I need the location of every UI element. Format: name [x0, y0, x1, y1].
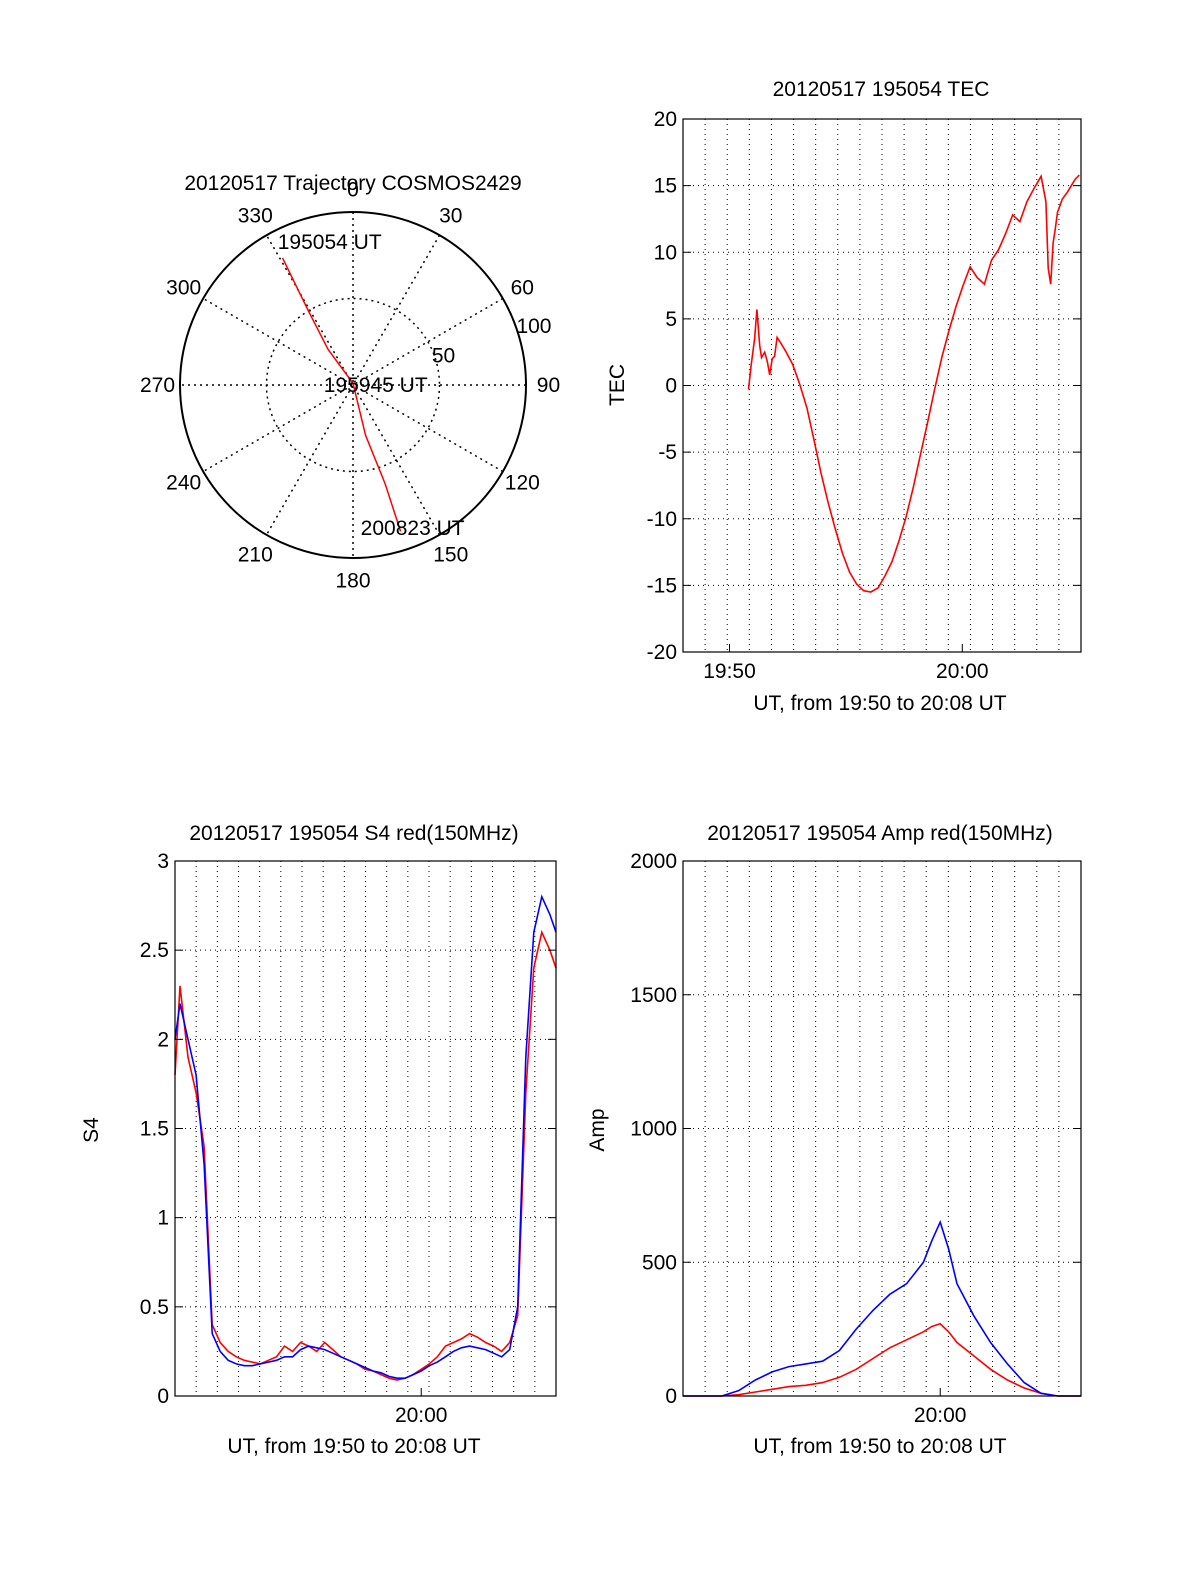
s4-ytick-label-2.5: 2.5: [140, 939, 169, 962]
tec-axes: 20 15 10 5 0 -5 -10 -15 -20 19:50 20:00: [647, 108, 1082, 683]
polar-azimuth-label-240: 240: [166, 472, 201, 495]
amp-series-red-line: [683, 1322, 1081, 1397]
tec-ytick-label-20: 20: [654, 108, 677, 131]
s4-grid: [175, 861, 556, 1396]
s4-xtick-label-20:00: 20:00: [395, 1404, 448, 1427]
polar-azimuth-label-90: 90: [537, 374, 560, 397]
amp-ytick-label-500: 500: [642, 1251, 677, 1274]
tec-ytick-label-15: 15: [654, 175, 677, 198]
s4-ytick-label-1.5: 1.5: [140, 1118, 169, 1141]
amp-xtick-label-20:00: 20:00: [914, 1404, 967, 1427]
tec-ytick-label-10: 10: [654, 241, 677, 264]
amp-ytick-label-1000: 1000: [630, 1118, 677, 1141]
polar-labels: 0 30 60 90 120 150 180 210 240 270 300 330 50 100: [140, 179, 560, 593]
trajectory-time-label-1: 195054 UT: [278, 231, 382, 254]
polar-trajectory: 195054 UT 195945 UT 200823 UT: [278, 231, 465, 540]
trajectory-line: [281, 257, 402, 532]
tec-ytick-label-5: 5: [665, 308, 677, 331]
tec-xtick-label-19:50: 19:50: [703, 660, 756, 683]
polar-spoke-120: [202, 297, 504, 473]
polar-radial-label-100: 100: [516, 315, 551, 338]
trajectory-time-label-2: 195945 UT: [324, 374, 428, 397]
s4-ytick-label-1: 1: [157, 1207, 169, 1230]
amp-title: 20120517 195054 Amp red(150MHz): [707, 822, 1053, 845]
amp-ytick-label-2000: 2000: [630, 850, 677, 873]
s4-ytick-label-0.5: 0.5: [140, 1296, 169, 1319]
polar-azimuth-label-330: 330: [238, 205, 273, 228]
polar-trajectory-panel: 20120517 Trajectory COSMOS2429 0 30 60 90 12…: [140, 172, 560, 592]
tec-series-red-line: [747, 174, 1080, 593]
s4-x-axis-label: UT, from 19:50 to 20:08 UT: [227, 1435, 480, 1458]
trajectory-time-label-3: 200823 UT: [361, 517, 465, 540]
polar-azimuth-label-300: 300: [166, 276, 201, 299]
s4-series-blue-line: [174, 894, 557, 1379]
tec-series: [747, 174, 1080, 593]
s4-title: 20120517 195054 S4 red(150MHz): [189, 822, 518, 845]
tec-y-axis-label: TEC: [606, 364, 629, 406]
polar-azimuth-label-30: 30: [439, 205, 462, 228]
polar-azimuth-label-210: 210: [238, 543, 273, 566]
s4-axes: 0 0.5 1 1.5 2 2.5 3 20:00: [140, 850, 557, 1427]
polar-spoke-60: [202, 297, 504, 473]
tec-x-axis-label: UT, from 19:50 to 20:08 UT: [753, 692, 1006, 715]
amp-ytick-label-1500: 1500: [630, 984, 677, 1007]
polar-azimuth-label-60: 60: [511, 276, 534, 299]
amp-y-axis-label: Amp: [586, 1108, 609, 1151]
tec-panel: 20120517 195054 TEC 20 15 10 5 0 -5 -10 -15 -20 1…: [606, 78, 1082, 715]
s4-y-axis-label: S4: [80, 1117, 103, 1143]
amp-series-blue-line: [683, 1219, 1081, 1397]
tec-grid: [683, 119, 1081, 652]
s4-ytick-label-0: 0: [157, 1385, 169, 1408]
polar-title: 20120517 Trajectory COSMOS2429: [184, 172, 521, 195]
amp-series: [683, 1219, 1081, 1397]
tec-title: 20120517 195054 TEC: [773, 78, 990, 101]
amp-axes: 0 500 1000 1500 2000 20:00: [630, 850, 1082, 1427]
amp-panel: 20120517 195054 Amp red(150MHz) 0 500 1000…: [586, 822, 1082, 1458]
polar-spoke-30: [265, 234, 441, 536]
s4-ytick-label-3: 3: [157, 850, 169, 873]
s4-series: [174, 894, 557, 1381]
amp-ytick-label-0: 0: [665, 1385, 677, 1408]
tec-plot-frame: [682, 118, 1082, 653]
s4-ytick-label-2: 2: [157, 1028, 169, 1051]
s4-series-red-line: [174, 929, 557, 1381]
polar-azimuth-label-180: 180: [335, 569, 370, 592]
polar-azimuth-label-0: 0: [347, 179, 359, 202]
polar-azimuth-label-270: 270: [140, 374, 175, 397]
tec-xtick-label-20:00: 20:00: [936, 660, 989, 683]
s4-panel: 20120517 195054 S4 red(150MHz) 0 0.5 1 1.5 2…: [80, 822, 557, 1458]
polar-azimuth-label-120: 120: [505, 472, 540, 495]
tec-ytick-label-0: 0: [665, 375, 677, 398]
polar-radial-label-50: 50: [432, 345, 455, 368]
amp-grid: [683, 861, 1081, 1396]
tec-ytick-label--5: -5: [658, 441, 677, 464]
amp-x-axis-label: UT, from 19:50 to 20:08 UT: [753, 1435, 1006, 1458]
polar-azimuth-label-150: 150: [433, 543, 468, 566]
tec-ytick-label--15: -15: [647, 574, 677, 597]
tec-ytick-label--20: -20: [647, 641, 677, 664]
tec-ytick-label--10: -10: [647, 508, 677, 531]
